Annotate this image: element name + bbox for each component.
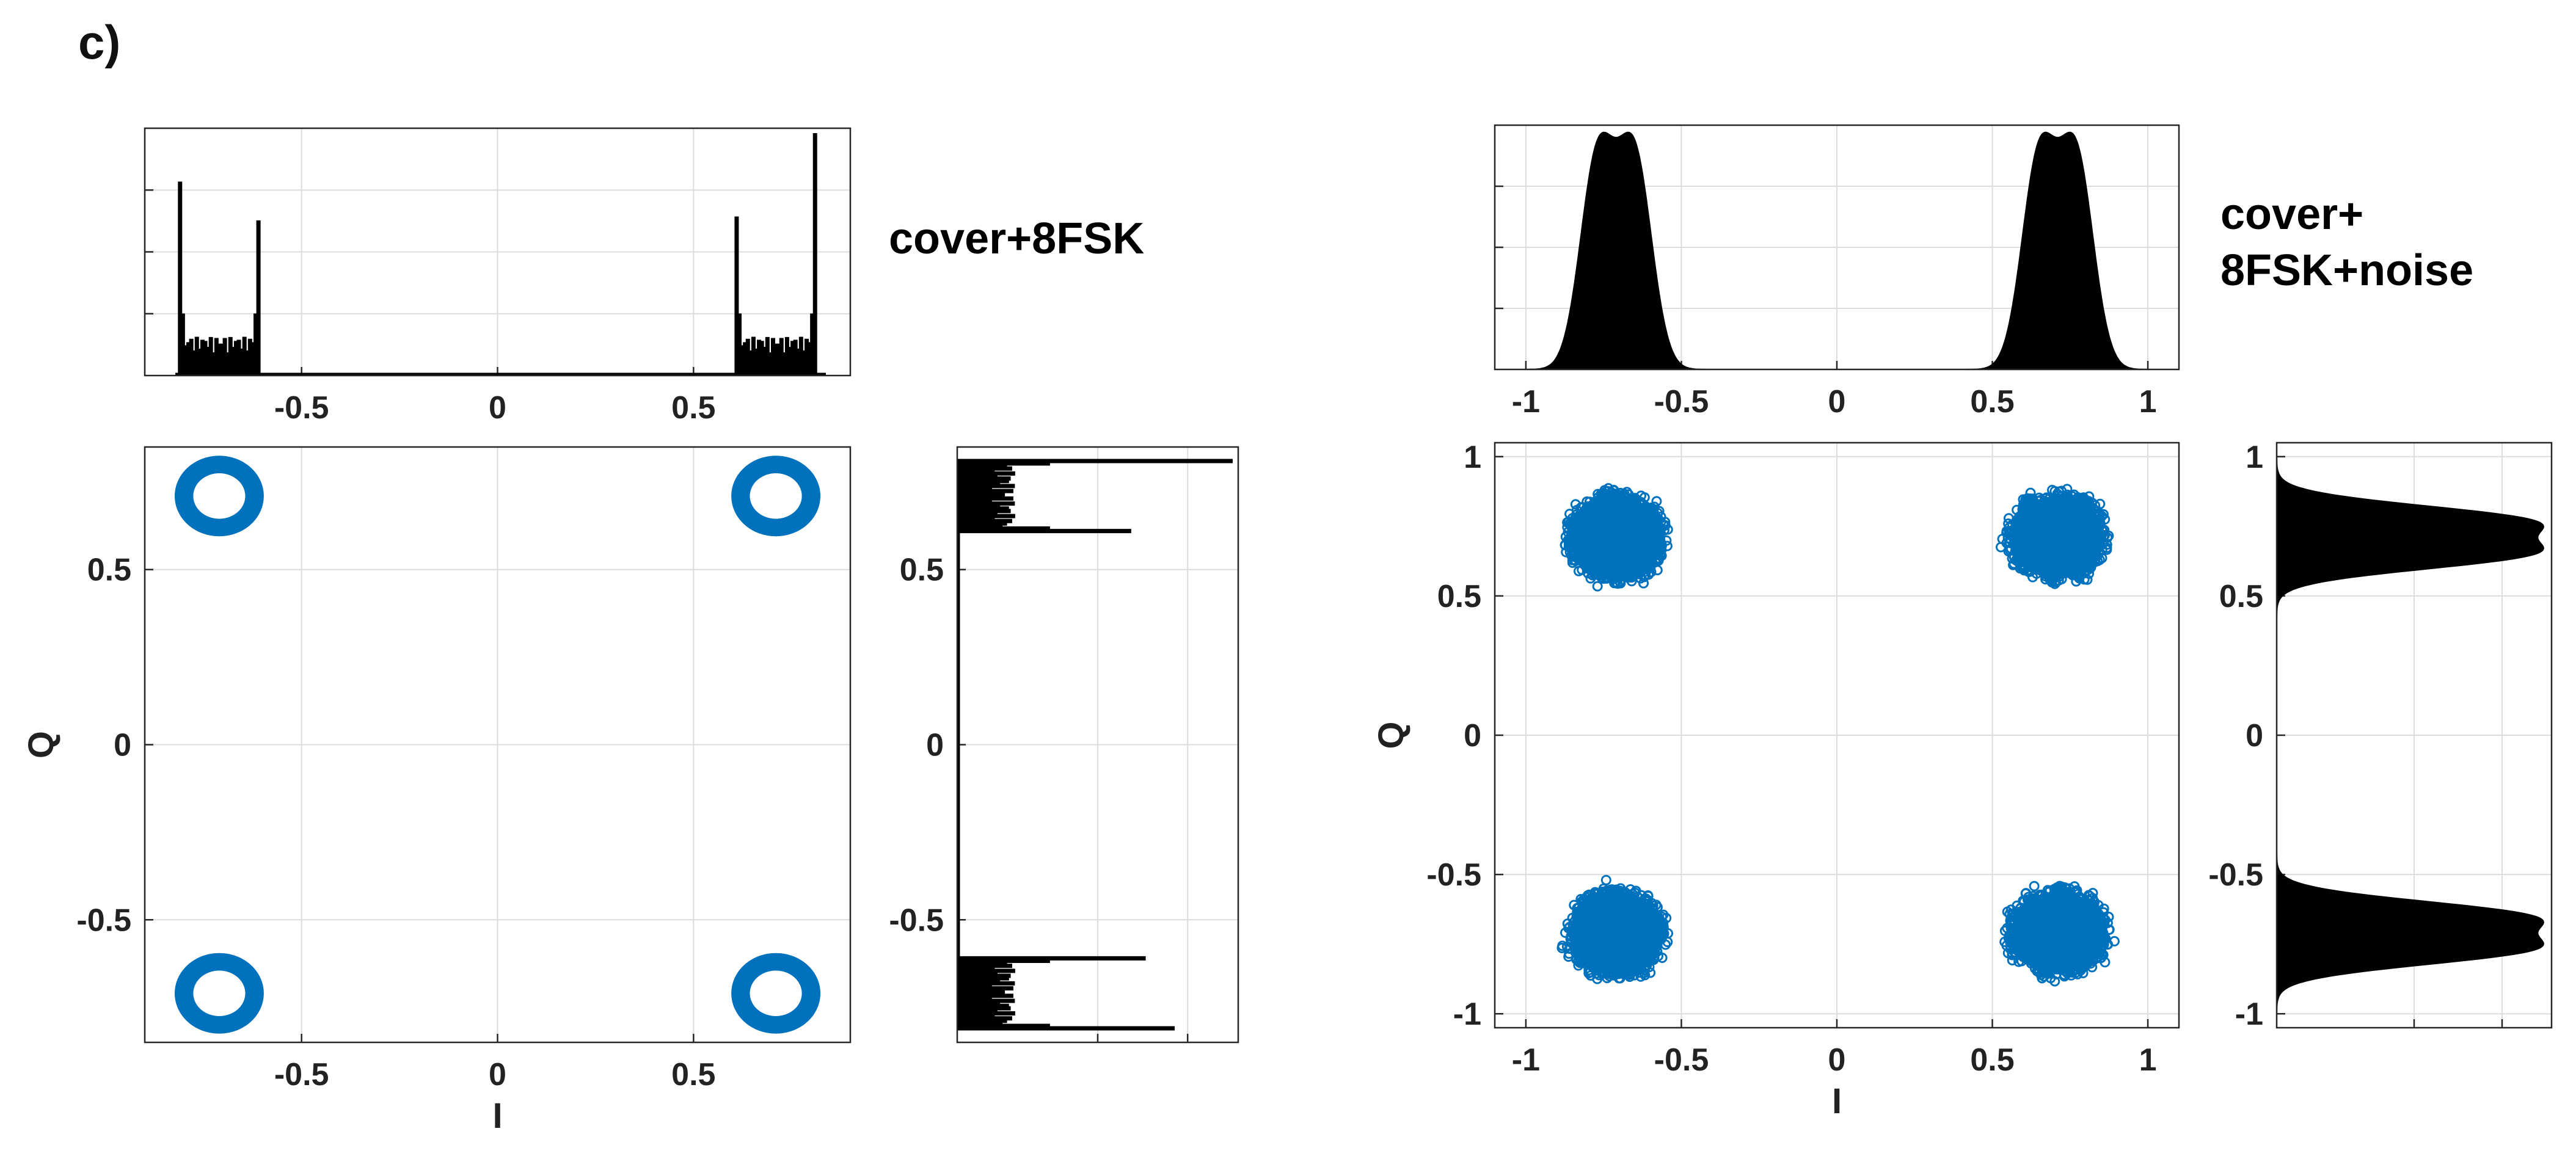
x-tick-label: 0 [1828,1042,1846,1078]
x-tick-label: 0.5 [671,1057,715,1092]
scatter-point [245,492,255,502]
x-tick-label: -0.5 [274,390,329,426]
x-tick-label: -0.5 [274,1057,329,1092]
x-tick-label: 0.5 [671,390,715,426]
left-figure: -0.5 0 0.5 -0.5 0 0.5 I Q -0.5 0 0.5 -0.5 0 0.5 cover+… [21,127,1239,1136]
y-tick-label: 0 [926,728,944,763]
scatter-cluster [731,953,821,1034]
scatter-point [1561,547,1572,558]
scatter-point [250,492,260,502]
x-tick-label: 0 [489,1057,506,1092]
scatter-point [801,492,811,502]
scatter-cluster-core [1569,892,1663,975]
scatter-point [806,492,816,502]
scatter-cluster [1995,484,2114,589]
x-tick-label: 1 [2139,1042,2157,1078]
scatter-point [245,990,255,1000]
scatter-point [806,990,816,1000]
scatter-axes-frame [144,446,852,1044]
y-tick-label: 0.5 [1437,579,1481,614]
y-tick-label: 0 [1464,718,1481,754]
scatter-points [1556,483,2120,987]
y-tick-label: -0.5 [889,903,944,938]
y-tick-label: 1 [1464,440,1481,475]
scatter-points [174,456,821,1034]
y-hist-frame [956,446,1239,1044]
y-tick-label: -0.5 [76,903,131,938]
y-tick-label: -0.5 [1426,857,1481,893]
x-tick-label: -0.5 [1654,1042,1709,1078]
scatter-cluster-core [2011,496,2104,579]
scatter-point [1560,540,1571,551]
x-tick-label: -1 [1512,1042,1540,1078]
scatter-point [1592,581,1603,592]
x-hist-frame [144,127,852,377]
histogram-bars [175,133,826,376]
y-axis-label: Q [21,731,61,758]
x-tick-label: 0.5 [1970,1042,2014,1078]
scatter-point [1651,496,1662,507]
scatter-point [1639,492,1650,503]
y-tick-label: 0.5 [87,553,131,588]
y-marginal-histogram: -0.5 0 0.5 [889,446,1239,1044]
scatter-point [1573,565,1584,576]
histogram-bars [957,459,1233,1031]
scatter-point [250,990,260,1000]
scatter-point [254,493,264,503]
x-tick-label: 0 [489,390,506,426]
scatter-point [254,990,264,1000]
y-tick-label: -1 [1453,997,1481,1032]
x-marginal-histogram: -0.5 0 0.5 [144,127,852,426]
scatter-point [811,990,820,1000]
scatter-cluster [731,456,821,537]
scatter-point [1649,501,1660,512]
scatter-point [801,990,811,1000]
y-tick-label: 0.5 [900,553,944,588]
scatter-axes: -0.5 0 0.5 -0.5 0 0.5 I Q [21,446,852,1136]
scatter-cluster [174,456,264,537]
scatter-cluster-core [1569,496,1663,579]
panel-annotation: cover+8FSK [889,214,1144,263]
scatter-cluster [174,953,264,1034]
scatter-point [811,493,820,503]
panel-label: c) [78,15,120,69]
scatter-point [1643,569,1654,580]
y-tick-label: 0 [114,728,131,763]
scatter-point [1603,483,1614,494]
scatter-cluster [1560,483,1673,592]
x-axis-label: I [492,1096,502,1136]
